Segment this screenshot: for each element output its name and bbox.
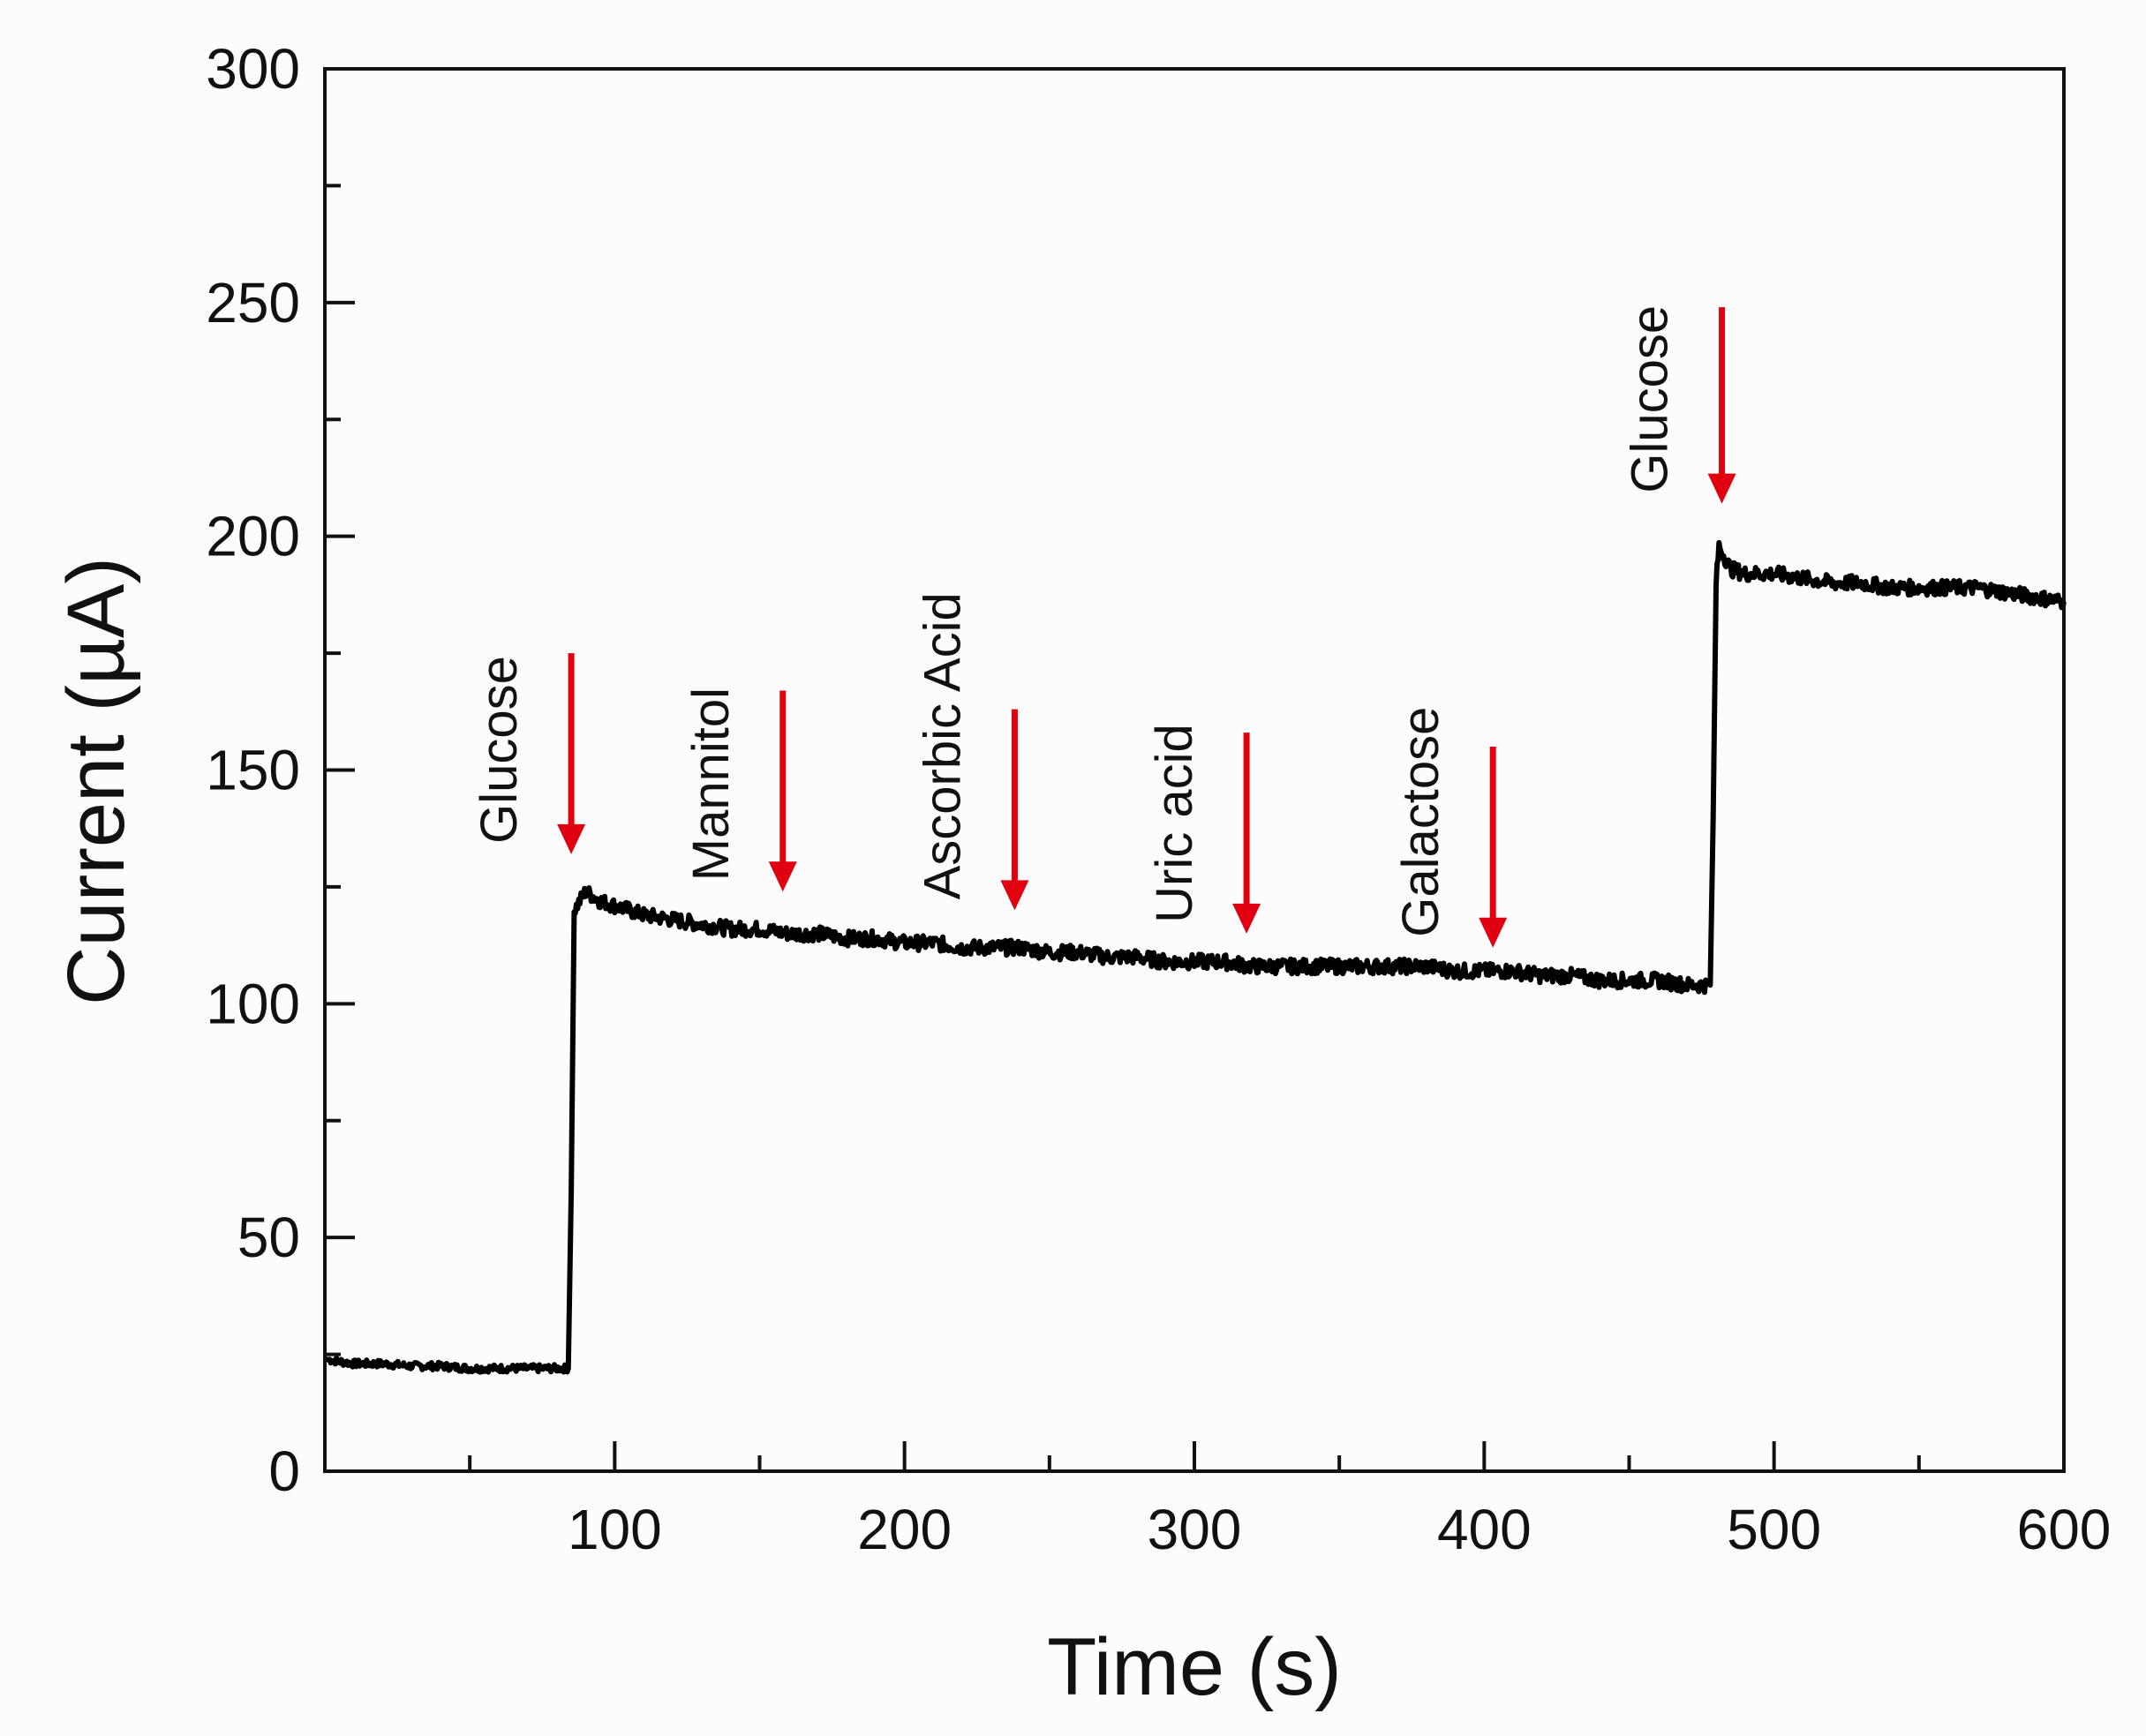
annotation-label-3: Uric acid — [1146, 724, 1203, 923]
x-axis-title: Time (s) — [1047, 1622, 1342, 1712]
annotation-label-4: Galactose — [1392, 707, 1449, 937]
y-tick-label: 150 — [206, 739, 300, 802]
x-tick-label: 600 — [2017, 1498, 2112, 1561]
annotation-label-1: Mannitol — [682, 688, 740, 881]
axes-layer: 100 200 300 400 500 600 0 50 100 150 200 250 300 — [206, 37, 2111, 1561]
y-tick-label: 50 — [237, 1206, 300, 1269]
y-tick-label: 100 — [206, 972, 300, 1035]
annotation-arrow-head-1 — [768, 861, 797, 892]
y-tick-label: 0 — [268, 1439, 300, 1503]
annotation-arrow-head-0 — [557, 823, 586, 854]
y-tick-label: 200 — [206, 505, 300, 568]
series-layer — [323, 539, 2067, 1375]
annotation-label-5: Glucose — [1622, 305, 1679, 493]
y-axis-title: Current (µA) — [51, 557, 141, 1005]
x-tick-label: 400 — [1437, 1498, 1532, 1561]
y-tick-label: 300 — [206, 37, 300, 101]
annotation-label-0: Glucose — [471, 656, 528, 844]
annotation-arrow-head-5 — [1707, 473, 1736, 504]
series-line-0 — [323, 539, 2067, 1375]
annotations-layer: Glucose Mannitol Ascorbic Acid Uric acid Gal… — [471, 305, 1736, 948]
annotation-arrow-head-4 — [1479, 917, 1508, 948]
annotation-label-2: Ascorbic Acid — [914, 592, 971, 899]
x-tick-label: 500 — [1727, 1498, 1821, 1561]
annotation-arrow-head-2 — [1000, 880, 1029, 911]
x-tick-label: 300 — [1148, 1498, 1242, 1561]
annotation-arrow-head-3 — [1232, 903, 1261, 934]
x-tick-label: 200 — [857, 1498, 952, 1561]
x-tick-label: 100 — [568, 1498, 662, 1561]
y-tick-label: 250 — [206, 271, 300, 334]
